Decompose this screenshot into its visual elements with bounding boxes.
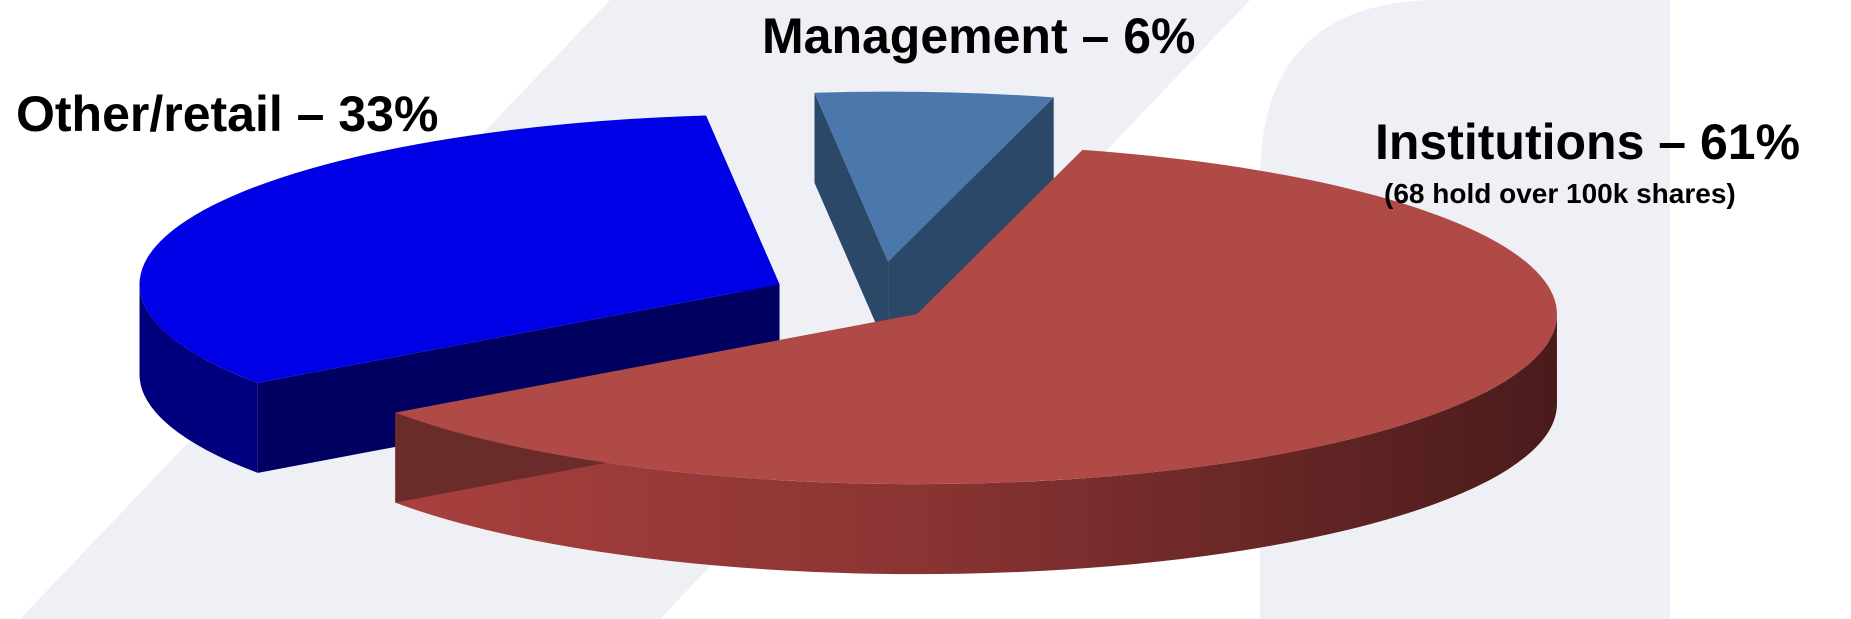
slice-cut-face-other-retail-0 (257, 284, 780, 473)
slice-cut-face-management-0 (814, 92, 889, 352)
pie-slice-management (814, 91, 1054, 352)
slice-top-management (814, 91, 1054, 262)
slice-label-other-retail: Other/retail – 33% (16, 86, 439, 142)
slice-label-management: Management – 6% (762, 8, 1196, 64)
slice-top-institutions (395, 149, 1557, 485)
pie-slices (139, 91, 1557, 575)
slice-note-institutions: (68 hold over 100k shares) (1384, 178, 1736, 209)
slice-top-other-retail (139, 115, 780, 383)
slice-cut-face-management-1 (888, 97, 1054, 352)
slice-side-institutions (395, 314, 1557, 575)
slice-label-institutions: Institutions – 61% (1375, 114, 1801, 170)
pie-slice-other-retail (139, 115, 780, 473)
slice-side-other-retail (139, 284, 258, 473)
pie-slice-institutions (395, 149, 1557, 575)
